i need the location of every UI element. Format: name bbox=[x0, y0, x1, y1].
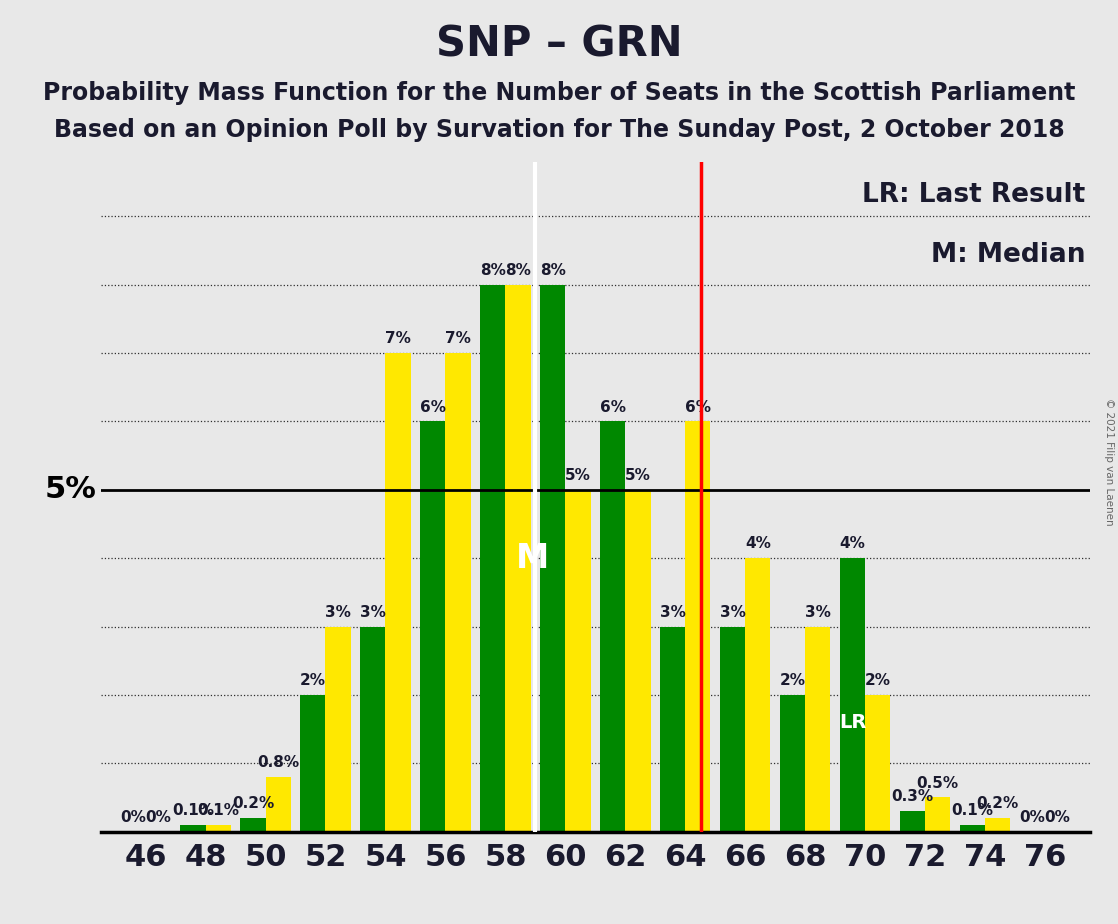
Text: 0.1%: 0.1% bbox=[951, 803, 994, 818]
Text: 0.2%: 0.2% bbox=[231, 796, 274, 811]
Bar bbox=[746, 558, 770, 832]
Bar bbox=[386, 353, 410, 832]
Bar bbox=[685, 421, 710, 832]
Bar bbox=[566, 490, 590, 832]
Bar bbox=[960, 825, 985, 832]
Bar bbox=[625, 490, 651, 832]
Text: 0%: 0% bbox=[145, 809, 171, 825]
Text: 0.8%: 0.8% bbox=[257, 755, 300, 770]
Text: 0%: 0% bbox=[120, 809, 146, 825]
Text: 0.1%: 0.1% bbox=[172, 803, 214, 818]
Bar bbox=[420, 421, 445, 832]
Bar bbox=[985, 818, 1011, 832]
Text: 2%: 2% bbox=[864, 673, 891, 688]
Bar bbox=[206, 825, 230, 832]
Text: 4%: 4% bbox=[745, 536, 770, 552]
Bar bbox=[266, 777, 291, 832]
Text: 2%: 2% bbox=[300, 673, 326, 688]
Bar bbox=[900, 811, 925, 832]
Bar bbox=[865, 695, 890, 832]
Text: 3%: 3% bbox=[805, 604, 831, 620]
Bar bbox=[780, 695, 805, 832]
Text: 5%: 5% bbox=[565, 468, 591, 483]
Bar bbox=[481, 285, 505, 832]
Bar bbox=[301, 695, 325, 832]
Text: 5%: 5% bbox=[45, 475, 96, 505]
Bar bbox=[445, 353, 471, 832]
Bar bbox=[805, 626, 831, 832]
Text: 3%: 3% bbox=[360, 604, 386, 620]
Text: LR: LR bbox=[838, 712, 866, 732]
Text: 0.1%: 0.1% bbox=[197, 803, 239, 818]
Bar bbox=[660, 626, 685, 832]
Text: 0%: 0% bbox=[1044, 809, 1071, 825]
Text: 0%: 0% bbox=[1020, 809, 1045, 825]
Text: SNP – GRN: SNP – GRN bbox=[436, 23, 682, 65]
Text: 2%: 2% bbox=[779, 673, 806, 688]
Text: 0.3%: 0.3% bbox=[891, 789, 934, 804]
Bar bbox=[180, 825, 206, 832]
Text: 6%: 6% bbox=[685, 399, 711, 415]
Text: 7%: 7% bbox=[445, 332, 471, 346]
Bar bbox=[840, 558, 865, 832]
Text: 6%: 6% bbox=[599, 399, 626, 415]
Text: © 2021 Filip van Laenen: © 2021 Filip van Laenen bbox=[1105, 398, 1114, 526]
Text: 3%: 3% bbox=[720, 604, 746, 620]
Text: 5%: 5% bbox=[625, 468, 651, 483]
Text: 8%: 8% bbox=[505, 263, 531, 278]
Bar bbox=[926, 797, 950, 832]
Text: LR: Last Result: LR: Last Result bbox=[862, 182, 1086, 208]
Text: 0.2%: 0.2% bbox=[977, 796, 1018, 811]
Text: 3%: 3% bbox=[325, 604, 351, 620]
Bar bbox=[325, 626, 351, 832]
Text: 7%: 7% bbox=[385, 332, 411, 346]
Bar bbox=[540, 285, 566, 832]
Text: M: Median: M: Median bbox=[930, 242, 1086, 268]
Bar bbox=[600, 421, 625, 832]
Text: 3%: 3% bbox=[660, 604, 685, 620]
Text: Probability Mass Function for the Number of Seats in the Scottish Parliament: Probability Mass Function for the Number… bbox=[42, 81, 1076, 105]
Text: 4%: 4% bbox=[840, 536, 865, 552]
Text: M: M bbox=[515, 541, 549, 575]
Bar bbox=[505, 285, 531, 832]
Text: 0.5%: 0.5% bbox=[917, 775, 959, 791]
Text: 8%: 8% bbox=[540, 263, 566, 278]
Text: 6%: 6% bbox=[420, 399, 446, 415]
Bar bbox=[360, 626, 386, 832]
Bar bbox=[240, 818, 266, 832]
Text: 8%: 8% bbox=[480, 263, 505, 278]
Bar bbox=[720, 626, 746, 832]
Text: Based on an Opinion Poll by Survation for The Sunday Post, 2 October 2018: Based on an Opinion Poll by Survation fo… bbox=[54, 118, 1064, 142]
